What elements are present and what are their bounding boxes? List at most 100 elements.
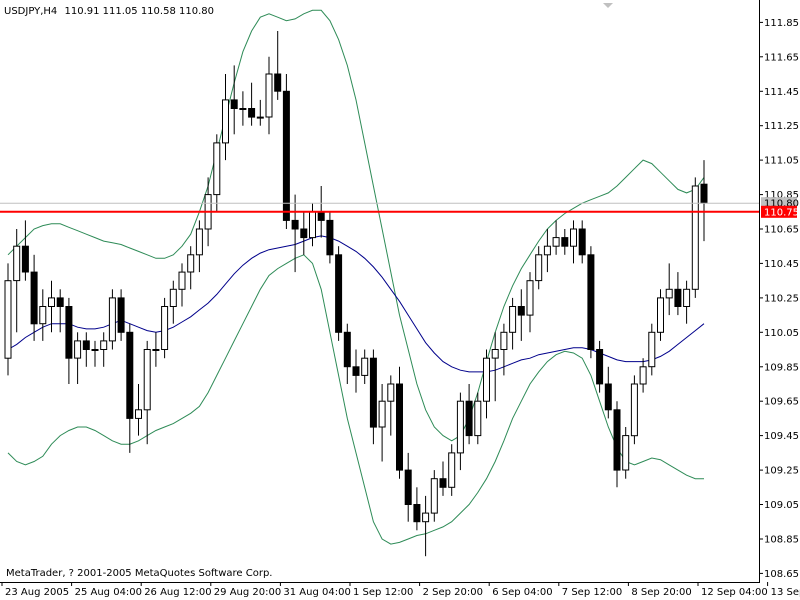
candle[interactable] xyxy=(543,229,551,273)
candle[interactable] xyxy=(100,332,108,367)
candle[interactable] xyxy=(439,461,447,496)
candle[interactable] xyxy=(39,289,47,341)
candle[interactable] xyxy=(387,375,395,436)
candle[interactable] xyxy=(143,340,151,445)
candle[interactable] xyxy=(413,487,421,531)
candle[interactable] xyxy=(126,323,134,453)
time-tick-label: 2 Sep 20:00 xyxy=(423,587,483,598)
candle-body-bearish xyxy=(465,400,473,437)
candle[interactable] xyxy=(361,349,369,385)
candle[interactable] xyxy=(474,392,482,445)
candle[interactable] xyxy=(526,272,534,333)
candle[interactable] xyxy=(483,349,490,419)
candle[interactable] xyxy=(135,384,142,436)
candle[interactable] xyxy=(491,332,499,402)
candle[interactable] xyxy=(239,91,247,126)
candle[interactable] xyxy=(21,220,29,281)
candle[interactable] xyxy=(587,246,595,359)
price-tick-label: 109.85 xyxy=(764,362,799,373)
candle[interactable] xyxy=(152,332,160,367)
candle[interactable] xyxy=(222,74,229,161)
candle-body-bearish xyxy=(439,478,447,488)
candle[interactable] xyxy=(291,194,299,273)
candle-body-bearish xyxy=(674,288,682,307)
candle-body-bullish xyxy=(4,280,12,359)
candle[interactable] xyxy=(248,82,256,126)
candle[interactable] xyxy=(195,220,203,273)
price-tick-label: 109.05 xyxy=(764,500,799,511)
candle[interactable] xyxy=(552,220,560,255)
candle[interactable] xyxy=(674,272,682,316)
candle-body-bullish xyxy=(161,306,169,350)
candle[interactable] xyxy=(169,280,177,324)
candle[interactable] xyxy=(335,246,343,341)
candle[interactable] xyxy=(343,323,351,384)
candle[interactable] xyxy=(448,444,456,496)
candle[interactable] xyxy=(178,263,186,307)
candle[interactable] xyxy=(430,470,438,522)
candle[interactable] xyxy=(4,263,12,376)
candle[interactable] xyxy=(74,332,82,384)
symbol-label: USDJPY,H4 xyxy=(4,6,57,17)
candle[interactable] xyxy=(517,289,525,341)
candle[interactable] xyxy=(630,375,638,445)
candle[interactable] xyxy=(230,65,238,135)
candle[interactable] xyxy=(509,297,517,350)
candle[interactable] xyxy=(683,280,691,324)
candle-body-bearish xyxy=(300,228,308,239)
price-level-lines xyxy=(0,202,759,213)
candle-body-bullish xyxy=(13,245,21,282)
candle[interactable] xyxy=(535,246,543,290)
candle[interactable] xyxy=(604,366,612,419)
candle[interactable] xyxy=(596,340,604,393)
candle-body-bearish xyxy=(248,108,256,118)
candle[interactable] xyxy=(422,495,430,557)
level-price-badge-bg xyxy=(761,205,797,218)
candle-body-bullish xyxy=(108,297,116,342)
candle[interactable] xyxy=(161,297,169,359)
candle[interactable] xyxy=(378,384,386,462)
candle[interactable] xyxy=(48,280,55,333)
candle[interactable] xyxy=(91,340,99,367)
candle[interactable] xyxy=(82,332,90,367)
candle[interactable] xyxy=(456,392,464,471)
candle[interactable] xyxy=(117,289,125,341)
candle-body-bullish xyxy=(256,116,264,119)
candle[interactable] xyxy=(465,384,473,445)
candle[interactable] xyxy=(213,134,221,212)
candle[interactable] xyxy=(13,229,21,333)
candle[interactable] xyxy=(657,289,664,341)
candle[interactable] xyxy=(561,229,569,255)
candle[interactable] xyxy=(500,323,508,376)
candle[interactable] xyxy=(396,366,403,479)
candle[interactable] xyxy=(265,56,273,135)
candle[interactable] xyxy=(665,263,673,316)
candle[interactable] xyxy=(30,254,38,341)
candle[interactable] xyxy=(404,452,412,522)
candle-body-bullish xyxy=(187,254,195,273)
candle[interactable] xyxy=(65,297,73,384)
price-tick-label: 108.85 xyxy=(764,535,799,546)
candle[interactable] xyxy=(187,246,195,290)
candle-body-bullish xyxy=(474,400,482,437)
candle[interactable] xyxy=(108,289,116,350)
price-tick-label: 109.25 xyxy=(764,466,799,477)
candle[interactable] xyxy=(578,220,586,264)
candle[interactable] xyxy=(648,323,656,376)
price-tick-label: 111.25 xyxy=(764,121,799,132)
candle[interactable] xyxy=(282,74,290,229)
candle[interactable] xyxy=(369,349,377,445)
candle[interactable] xyxy=(256,99,264,126)
candle[interactable] xyxy=(570,220,577,264)
candle[interactable] xyxy=(639,358,647,393)
candle[interactable] xyxy=(622,427,630,479)
candle[interactable] xyxy=(352,349,360,393)
candle[interactable] xyxy=(274,31,282,100)
candle[interactable] xyxy=(326,211,334,264)
candle[interactable] xyxy=(613,401,621,488)
candle[interactable] xyxy=(300,211,308,255)
candles[interactable] xyxy=(4,31,708,557)
candle[interactable] xyxy=(691,177,699,298)
candle[interactable] xyxy=(56,289,64,333)
